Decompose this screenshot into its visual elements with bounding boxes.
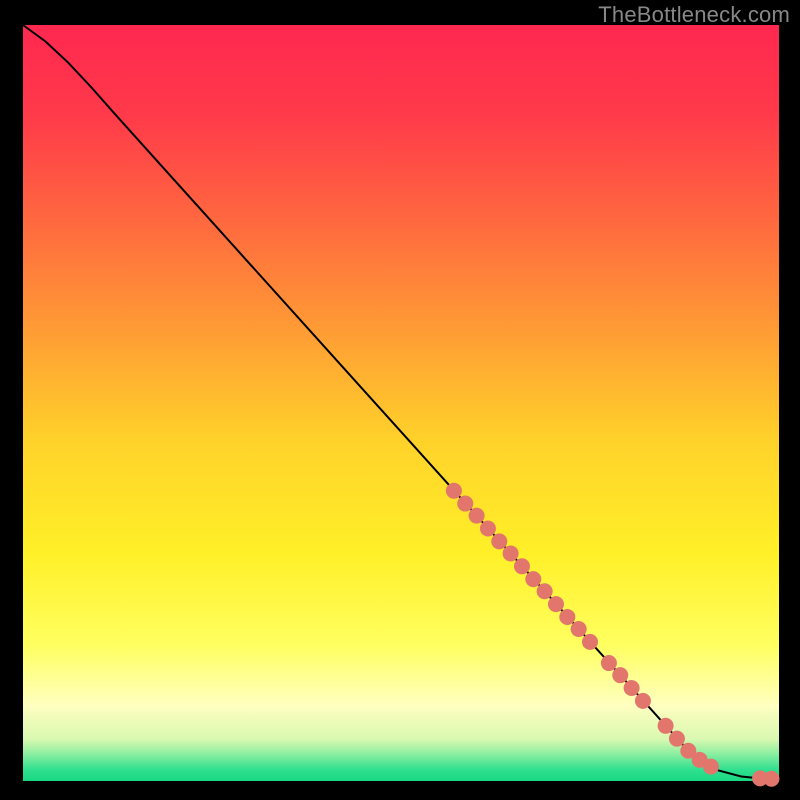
marker-point	[469, 508, 485, 524]
marker-point	[514, 558, 530, 574]
marker-point	[571, 621, 587, 637]
marker-point	[635, 693, 651, 709]
marker-point	[601, 655, 617, 671]
marker-point	[669, 731, 685, 747]
marker-point	[491, 533, 507, 549]
marker-point	[658, 718, 674, 734]
marker-point	[525, 571, 541, 587]
marker-point	[763, 771, 779, 787]
marker-point	[503, 545, 519, 561]
bottleneck-chart	[0, 0, 800, 800]
marker-point	[446, 483, 462, 499]
marker-point	[559, 609, 575, 625]
marker-point	[612, 667, 628, 683]
marker-point	[537, 583, 553, 599]
marker-point	[624, 680, 640, 696]
marker-point	[457, 496, 473, 512]
marker-point	[480, 521, 496, 537]
marker-point	[582, 634, 598, 650]
marker-point	[703, 759, 719, 775]
watermark-text: TheBottleneck.com	[598, 2, 790, 28]
marker-point	[548, 596, 564, 612]
